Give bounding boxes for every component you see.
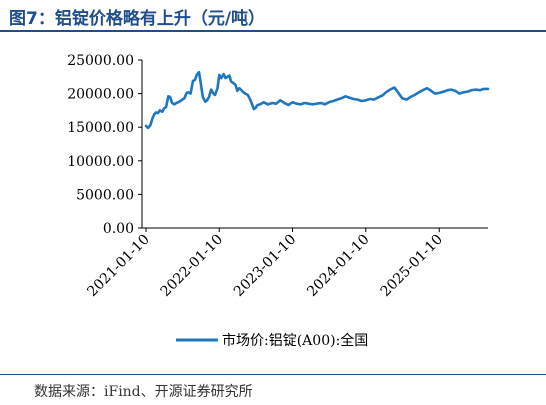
- source-note: 数据来源：iFind、开源证券研究所: [34, 384, 253, 400]
- series-line: [144, 70, 490, 130]
- y-axis: 0.00 5000.00 10000.00 15000.00 20000.00 25000…: [67, 53, 143, 237]
- figure-title: 图7：铝锭价格略有上升（元/吨）: [9, 9, 266, 29]
- legend: 市场价:铝锭(A00):全国: [176, 332, 368, 349]
- series-group: [144, 70, 490, 130]
- x-tick-label: 2024-01-10: [304, 232, 372, 300]
- x-tick-label: 2022-01-10: [158, 232, 226, 300]
- x-axis: 2021-01-10 2022-01-10 2023-01-10 2024-01-10…: [84, 227, 488, 300]
- y-tick-label: 5000.00: [76, 187, 134, 203]
- y-tick-label: 25000.00: [67, 53, 134, 69]
- x-tick-label: 2023-01-10: [231, 232, 299, 300]
- legend-label: 市场价:铝锭(A00):全国: [222, 332, 368, 349]
- x-tick-label: 2021-01-10: [84, 232, 152, 300]
- y-tick-label: 20000.00: [67, 87, 134, 103]
- x-tick-label: 2025-01-10: [378, 232, 446, 300]
- y-tick-label: 15000.00: [67, 120, 134, 136]
- footer-divider: [0, 374, 546, 375]
- y-tick-label: 10000.00: [67, 154, 134, 170]
- y-tick-label: 0.00: [103, 221, 134, 237]
- figure-title-bar: 图7：铝锭价格略有上升（元/吨）: [0, 0, 546, 32]
- line-chart: 0.00 5000.00 10000.00 15000.00 20000.00 25000…: [67, 53, 490, 349]
